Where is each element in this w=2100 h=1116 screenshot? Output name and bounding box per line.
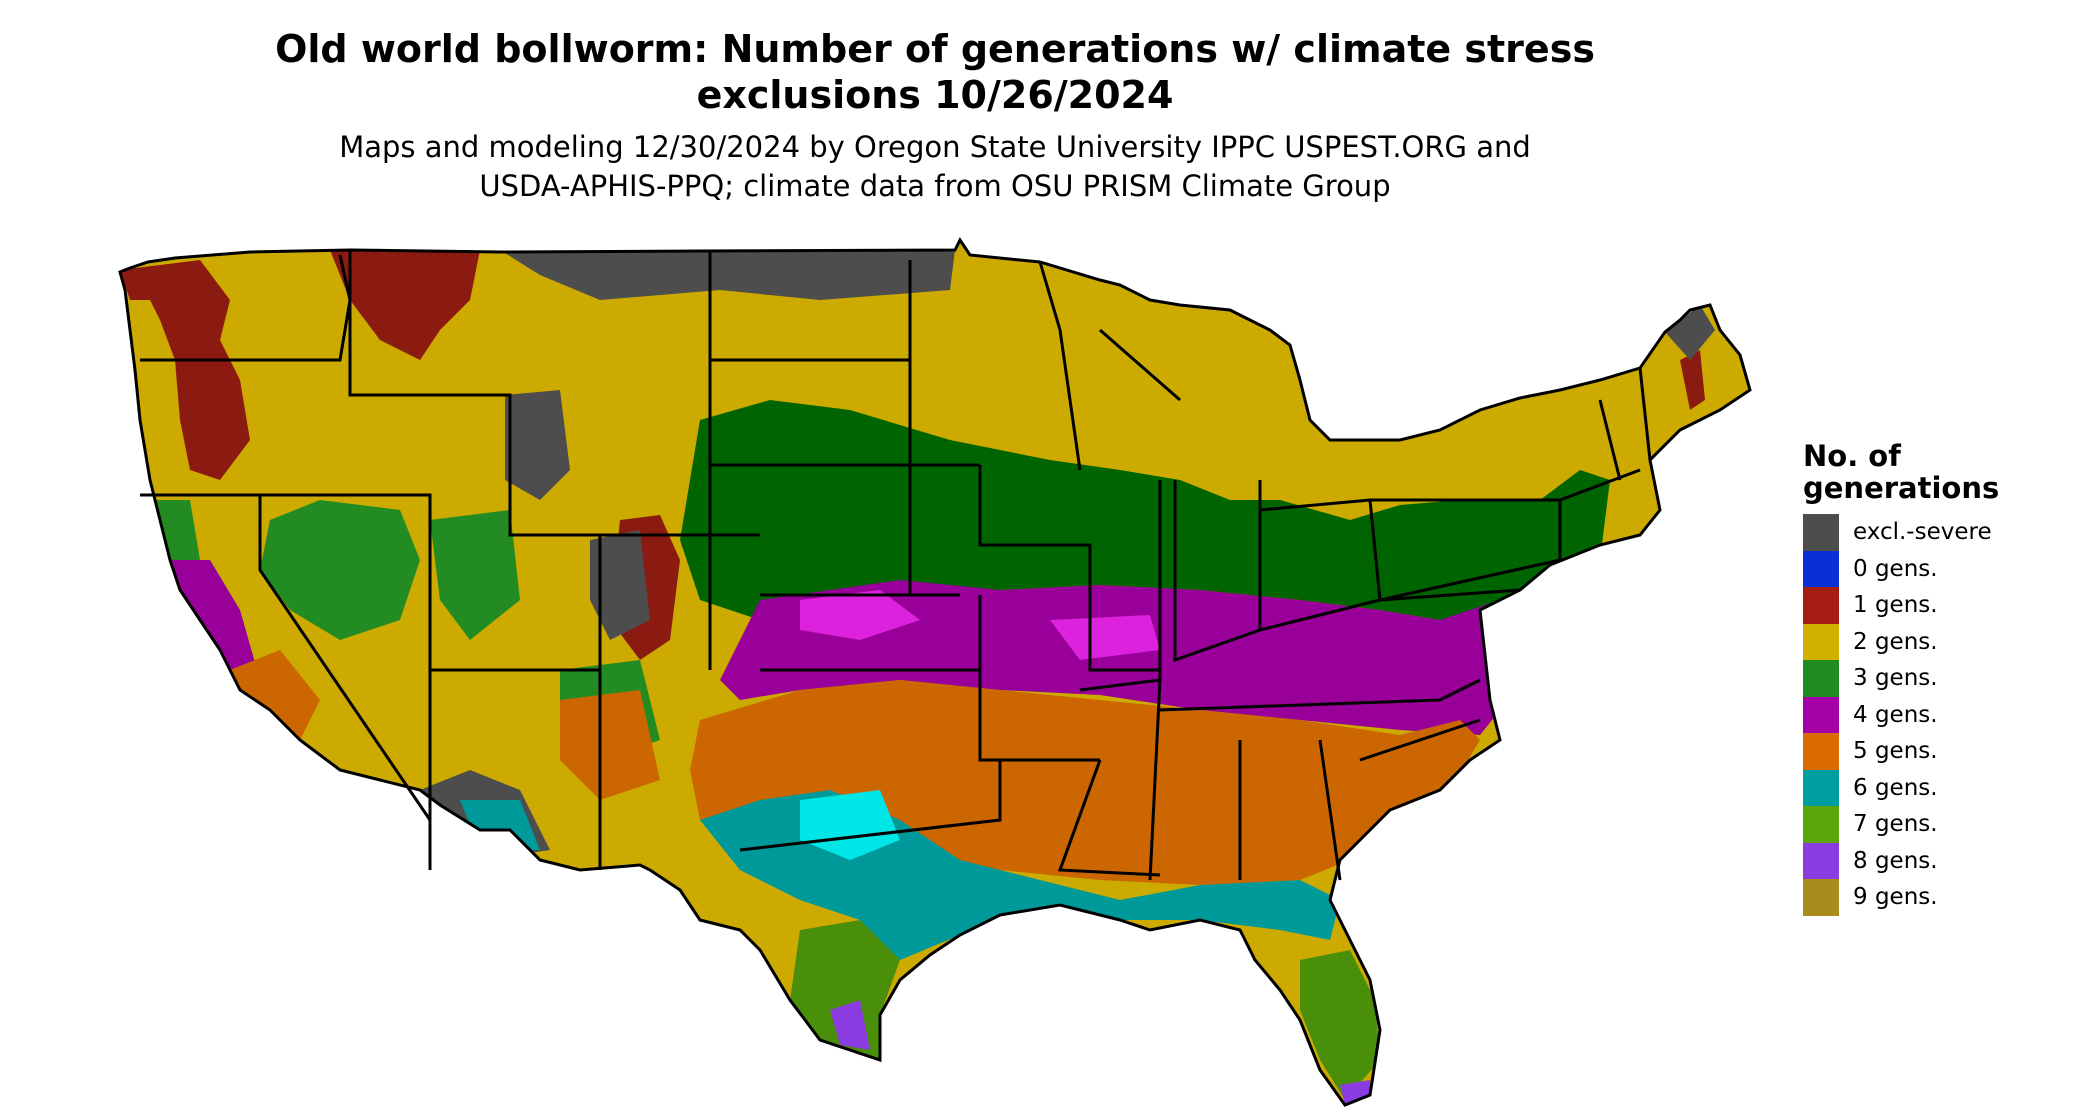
- zone-excluded-maine: [1665, 305, 1715, 360]
- us-outline: [118, 237, 1752, 1107]
- zone-3-gens-great-basin: [260, 500, 420, 640]
- legend-label: 6 gens.: [1853, 774, 1938, 801]
- zone-4-gens-light-kansas: [800, 590, 920, 640]
- legend-label: 4 gens.: [1853, 701, 1938, 728]
- zone-8-gens-texas-tip: [830, 1000, 870, 1050]
- zone-excluded-wyoming: [505, 390, 570, 500]
- legend-swatch: [1803, 806, 1839, 843]
- legend-swatch: [1803, 550, 1839, 587]
- legend-label: 5 gens.: [1853, 738, 1938, 765]
- zone-excluded-colorado: [590, 530, 650, 640]
- legend-swatch: [1803, 623, 1839, 660]
- generation-zones: [120, 240, 1750, 1105]
- map-title-line2: exclusions 10/26/2024: [696, 73, 1174, 117]
- legend-label: 0 gens.: [1853, 555, 1938, 582]
- legend-label: 3 gens.: [1853, 665, 1938, 692]
- border-nv-ut-az: [260, 493, 600, 672]
- legend-swatch: [1803, 587, 1839, 624]
- legend: No. of generations excl.-severe 0 gens. …: [1803, 440, 2083, 916]
- legend-label: 8 gens.: [1853, 847, 1938, 874]
- us-generations-map: [118, 237, 1752, 1107]
- zone-4-gens-california: [170, 560, 260, 700]
- legend-item: 6 gens.: [1803, 769, 2083, 806]
- legend-swatch: [1803, 842, 1839, 879]
- legend-title: No. of generations: [1803, 440, 2083, 504]
- border-tn-al-ga: [1159, 678, 1481, 881]
- legend-title-line2: generations: [1803, 471, 2000, 505]
- legend-item: 8 gens.: [1803, 842, 2083, 879]
- legend-item: excl.-severe: [1803, 514, 2083, 551]
- border-wa-or-id: [140, 254, 352, 362]
- legend-swatch: [1803, 879, 1839, 916]
- zone-7-gens-florida: [1300, 950, 1380, 1100]
- legend-swatch: [1803, 696, 1839, 733]
- map-title: Old world bollworm: Number of generation…: [200, 26, 1670, 118]
- zone-3-gens-utah: [430, 510, 520, 640]
- legend-label: excl.-severe: [1853, 519, 1992, 546]
- border-tx-la-ar: [739, 759, 1161, 877]
- border-dakotas-west: [708, 252, 912, 670]
- zone-6-gens-light-texas: [800, 790, 900, 860]
- legend-item: 0 gens.: [1803, 550, 2083, 587]
- zone-5-gens-california-south: [230, 650, 320, 740]
- zone-5-gens-southwest: [560, 690, 660, 800]
- legend-label: 9 gens.: [1853, 884, 1938, 911]
- border-ut-co-nm: [428, 535, 602, 870]
- map-title-line1: Old world bollworm: Number of generation…: [275, 27, 1595, 71]
- legend-label: 7 gens.: [1853, 811, 1938, 838]
- legend-label: 1 gens.: [1853, 592, 1938, 619]
- map-subtitle-line2: USDA-APHIS-PPQ; climate data from OSU PR…: [479, 169, 1391, 203]
- border-il-in: [1173, 480, 1262, 663]
- legend-item: 4 gens.: [1803, 696, 2083, 733]
- legend-item: 9 gens.: [1803, 879, 2083, 916]
- border-new-england: [1559, 367, 1652, 502]
- zone-1-gens-cascades: [120, 260, 250, 480]
- legend-item: 3 gens.: [1803, 660, 2083, 697]
- zone-4-gens-central: [720, 580, 1530, 735]
- state-boundaries: [118, 237, 1752, 1107]
- map-subtitle: Maps and modeling 12/30/2024 by Oregon S…: [200, 128, 1670, 206]
- legend-swatch: [1803, 733, 1839, 770]
- border-pa-wv: [1370, 498, 1562, 602]
- legend-swatch: [1803, 660, 1839, 697]
- zone-1-gens-rockies-north: [330, 250, 480, 360]
- map-subtitle-line1: Maps and modeling 12/30/2024 by Oregon S…: [339, 130, 1531, 164]
- border-plains: [710, 358, 980, 597]
- legend-item: 7 gens.: [1803, 806, 2083, 843]
- legend-title-line1: No. of: [1803, 439, 1901, 473]
- legend-swatch: [1803, 514, 1839, 551]
- zone-7-gens-south-texas: [790, 920, 900, 1060]
- zone-4-gens-light-missouri: [1050, 615, 1160, 660]
- zone-excluded-north: [500, 250, 955, 300]
- border-mn-wi-mi: [1038, 261, 1181, 471]
- legend-item: 1 gens.: [1803, 587, 2083, 624]
- legend-item: 2 gens.: [1803, 623, 2083, 660]
- legend-item: 5 gens.: [1803, 733, 2083, 770]
- border-ks-ok: [760, 595, 1100, 762]
- border-ia-mo: [978, 465, 1160, 672]
- zone-1-gens-new-england: [1680, 350, 1705, 410]
- border-mt-id-wy: [348, 250, 760, 537]
- legend-swatch: [1803, 769, 1839, 806]
- border-mo-il-ms: [1079, 480, 1162, 881]
- border-or-ca-nv: [140, 493, 432, 821]
- legend-label: 2 gens.: [1853, 628, 1938, 655]
- border-va-nc-sc: [1359, 588, 1521, 762]
